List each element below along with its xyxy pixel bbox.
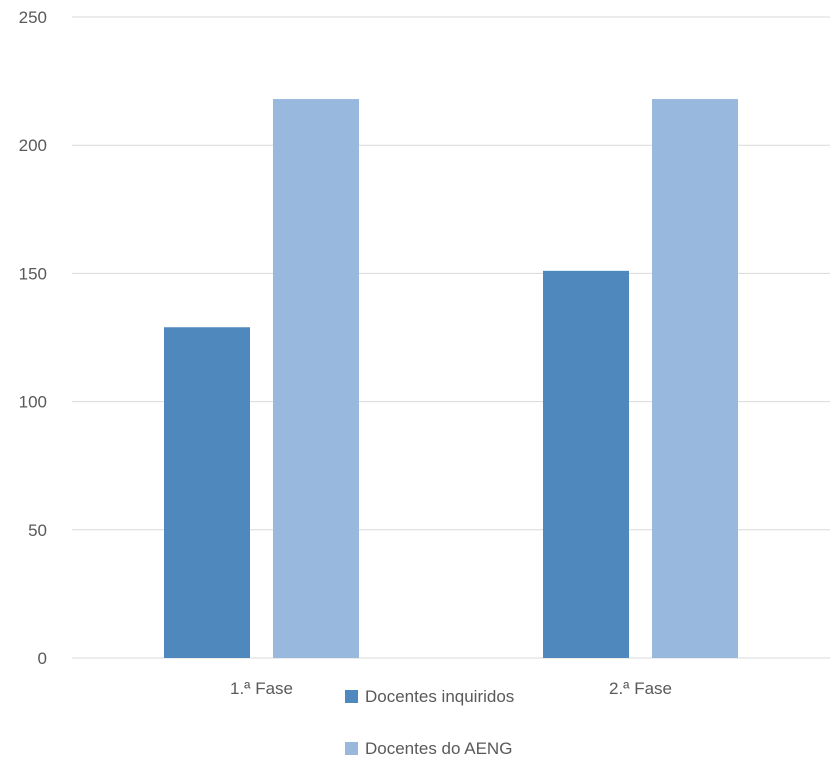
y-tick-label: 50 [28, 521, 47, 540]
bar-docentes-do-aeng [652, 99, 738, 659]
legend-label: Docentes inquiridos [365, 687, 514, 706]
bar-docentes-inquiridos [543, 270, 629, 658]
legend-swatch [345, 690, 358, 703]
legend: Docentes inquiridos Docentes do AENG [345, 687, 514, 758]
x-axis: 1.ª Fase 2.ª Fase [230, 679, 672, 698]
legend-swatch [345, 742, 358, 755]
x-category-label: 2.ª Fase [609, 679, 672, 698]
bar-docentes-inquiridos [164, 327, 250, 658]
y-tick-label: 0 [38, 649, 47, 668]
y-tick-label: 200 [19, 136, 47, 155]
y-tick-label: 250 [19, 8, 47, 27]
y-axis: 0 50 100 150 200 250 [19, 8, 47, 668]
legend-label: Docentes do AENG [365, 739, 512, 758]
x-category-label: 1.ª Fase [230, 679, 293, 698]
y-tick-label: 150 [19, 264, 47, 283]
y-tick-label: 100 [19, 393, 47, 412]
bars [164, 99, 738, 659]
bar-docentes-do-aeng [273, 99, 359, 659]
